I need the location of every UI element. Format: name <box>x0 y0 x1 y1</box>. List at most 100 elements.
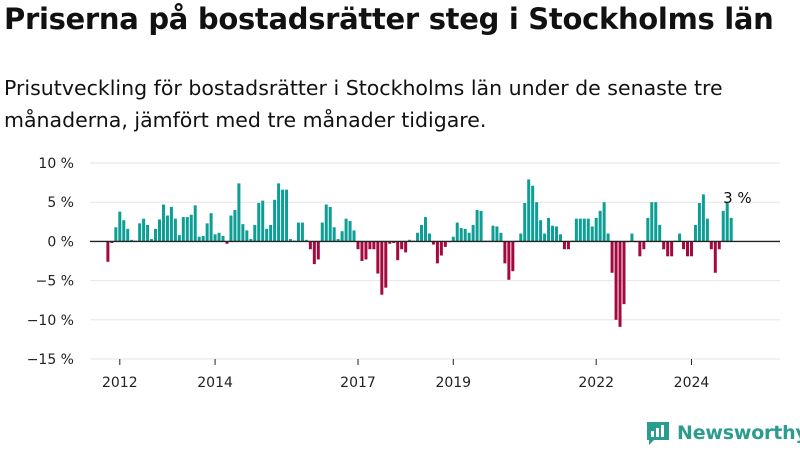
bar <box>662 241 666 250</box>
bar <box>420 224 424 242</box>
bar <box>205 223 209 242</box>
x-tick-label: 2024 <box>674 375 710 391</box>
bar <box>146 224 150 242</box>
bar <box>269 224 273 242</box>
bar <box>165 215 169 242</box>
logo-text: Newsworthy <box>677 422 800 444</box>
bar <box>594 217 598 242</box>
bar <box>686 241 690 257</box>
newsworthy-logo[interactable]: Newsworthy <box>645 420 800 446</box>
bar <box>654 202 658 242</box>
bar <box>459 228 463 242</box>
bar <box>249 239 253 242</box>
bar <box>312 241 316 265</box>
bar <box>392 241 396 243</box>
bar <box>193 205 197 242</box>
bar <box>713 241 717 273</box>
bar <box>511 241 515 272</box>
bar <box>348 221 352 242</box>
bar <box>344 218 348 242</box>
bar <box>670 241 674 257</box>
y-tick-label: 0 % <box>47 234 74 250</box>
bar <box>646 217 650 242</box>
bar <box>471 224 475 242</box>
bar <box>273 199 277 242</box>
bar <box>213 234 217 242</box>
bar <box>142 218 146 242</box>
bar <box>427 233 431 242</box>
bar <box>161 204 165 242</box>
bar <box>372 241 376 250</box>
bar <box>491 225 495 242</box>
annotation-label: 3 % <box>723 189 752 207</box>
bar <box>717 241 721 250</box>
bar <box>638 241 642 257</box>
x-tick-label: 2012 <box>102 375 138 391</box>
bar <box>265 228 269 242</box>
bar <box>189 214 193 242</box>
bar <box>547 217 551 242</box>
bar <box>527 179 531 242</box>
bar <box>721 210 725 242</box>
bar <box>709 241 713 250</box>
bar <box>300 222 304 242</box>
bar <box>285 189 289 242</box>
bar <box>173 218 177 242</box>
bar <box>558 234 562 242</box>
bar <box>130 239 134 242</box>
bar <box>499 232 503 242</box>
bar <box>507 241 511 280</box>
bar <box>158 219 161 242</box>
bar <box>614 241 618 320</box>
bar <box>253 224 257 242</box>
chart-title: Priserna på bostadsrätter steg i Stockho… <box>4 2 774 36</box>
bar <box>217 232 221 242</box>
bar <box>126 228 130 242</box>
y-tick-label: 5 % <box>47 195 74 211</box>
bar <box>475 210 479 242</box>
bar <box>578 218 582 242</box>
bar <box>225 241 229 244</box>
bar <box>404 241 408 253</box>
bar <box>245 230 249 242</box>
bar <box>340 231 344 242</box>
bar <box>106 241 110 262</box>
y-tick-label: −5 % <box>36 274 74 290</box>
y-tick-label: 10 % <box>38 156 74 172</box>
bar-chart-icon <box>647 422 669 445</box>
bar <box>150 239 154 242</box>
bar <box>388 241 392 244</box>
bar <box>257 202 261 242</box>
bar <box>543 233 547 242</box>
bar <box>495 226 499 242</box>
bar <box>289 239 293 242</box>
bar <box>308 241 312 250</box>
x-tick-label: 2014 <box>197 375 233 391</box>
bar <box>229 215 233 242</box>
bar <box>181 217 185 242</box>
bar <box>332 227 336 242</box>
bar <box>590 226 594 242</box>
bar <box>380 241 384 295</box>
bar <box>241 224 245 242</box>
bar <box>658 224 662 242</box>
bar <box>237 183 241 242</box>
bar <box>503 241 507 264</box>
bar <box>693 224 697 242</box>
bar <box>320 222 324 242</box>
bar <box>566 241 570 250</box>
bar <box>555 226 558 242</box>
bar <box>304 239 308 242</box>
bar <box>606 233 610 242</box>
bar <box>697 202 701 242</box>
bar <box>368 241 372 250</box>
bar <box>384 241 388 288</box>
bar <box>356 241 360 250</box>
bar <box>682 241 686 250</box>
bar <box>177 235 181 242</box>
bar <box>705 218 709 242</box>
bar <box>602 202 606 242</box>
bar <box>169 206 173 242</box>
bar <box>154 228 158 242</box>
